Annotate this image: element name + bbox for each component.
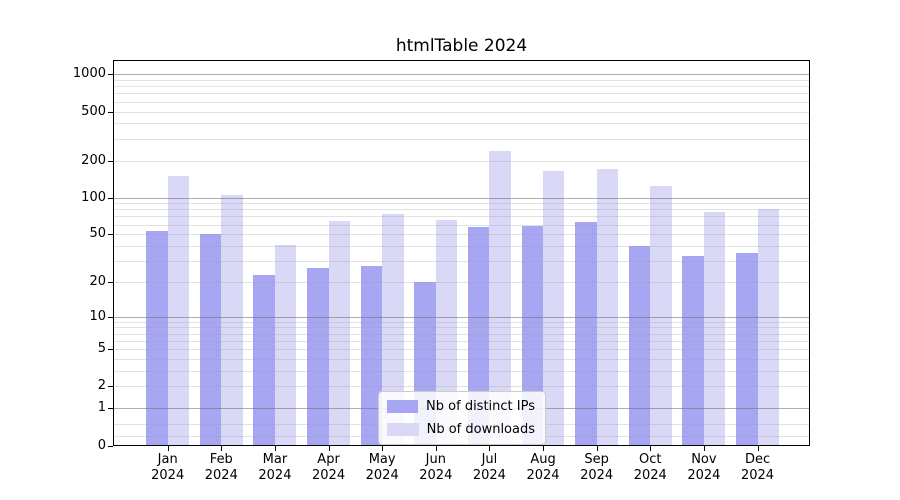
y-tick-label: 10 [89, 308, 106, 324]
y-tick-mark [108, 160, 113, 162]
y-tick-mark [108, 408, 113, 410]
y-tick-label: 500 [81, 103, 106, 119]
bar-downloads-sep [596, 169, 619, 446]
x-tick-label: Mar 2024 [258, 452, 292, 483]
bar-distinct-ips-apr [307, 268, 329, 446]
x-tick-mark [167, 445, 169, 451]
bar-distinct-ips-aug [521, 225, 544, 446]
y-tick-label: 200 [81, 152, 106, 168]
bar-distinct-ips-feb [199, 234, 222, 446]
bar-distinct-ips-mar [253, 274, 275, 446]
x-tick-label: Dec 2024 [740, 452, 775, 483]
downloads-swatch-icon [387, 423, 419, 436]
x-tick-mark [435, 445, 437, 451]
legend-label: Nb of distinct IPs [426, 399, 535, 414]
y-tick-label: 1000 [72, 66, 106, 82]
bar-distinct-ips-oct [628, 245, 651, 446]
x-tick-mark [489, 445, 491, 451]
bar-downloads-feb [221, 194, 243, 446]
x-tick-mark [221, 445, 223, 451]
y-tick-mark [108, 74, 113, 76]
x-tick-mark [757, 445, 759, 451]
bar-downloads-jun [435, 219, 458, 446]
bar-downloads-may [382, 213, 404, 446]
bar-downloads-oct [650, 185, 672, 446]
plot-area [113, 60, 810, 446]
bar-distinct-ips-jul [467, 227, 490, 446]
y-tick-label: 50 [89, 226, 106, 242]
bar-downloads-nov [703, 212, 726, 446]
x-tick-label: Jun 2024 [419, 452, 453, 483]
bar-downloads-jul [489, 150, 511, 446]
bar-downloads-apr [328, 221, 350, 446]
y-tick-mark [108, 349, 113, 351]
x-tick-mark [543, 445, 545, 451]
y-tick-mark [108, 445, 113, 447]
bar-downloads-dec [757, 208, 779, 446]
y-tick-label: 5 [97, 341, 106, 357]
x-tick-mark [382, 445, 384, 451]
y-tick-label: 1 [97, 400, 106, 416]
y-tick-mark [108, 197, 113, 199]
x-tick-mark [596, 445, 598, 451]
bar-distinct-ips-jan [146, 231, 168, 446]
x-tick-label: Aug 2024 [526, 452, 560, 483]
bar-distinct-ips-sep [575, 222, 597, 446]
y-tick-label: 0 [97, 437, 106, 453]
bar-distinct-ips-nov [682, 256, 704, 446]
x-tick-label: Nov 2024 [687, 452, 721, 483]
x-tick-label: Feb 2024 [204, 452, 238, 483]
x-tick-label: May 2024 [365, 452, 399, 483]
x-tick-label: Oct 2024 [633, 452, 667, 483]
bar-distinct-ips-dec [736, 252, 758, 446]
x-tick-mark [703, 445, 705, 451]
x-tick-mark [328, 445, 330, 451]
y-tick-mark [108, 111, 113, 113]
distinct-ips-swatch-icon [387, 400, 419, 413]
legend: Nb of distinct IPs Nb of downloads [378, 391, 546, 445]
y-tick-mark [108, 234, 113, 236]
x-tick-label: Jan 2024 [151, 452, 185, 483]
bar-downloads-jan [167, 175, 190, 446]
chart-title: htmlTable 2024 [395, 36, 528, 56]
legend-item-distinct-ips: Nb of distinct IPs [387, 397, 535, 416]
bars-layer [113, 60, 810, 446]
y-tick-label: 100 [81, 189, 106, 205]
x-tick-mark [650, 445, 652, 451]
y-tick-label: 20 [89, 273, 106, 289]
bar-downloads-aug [543, 171, 565, 446]
y-tick-mark [108, 316, 113, 318]
x-tick-mark [274, 445, 276, 451]
legend-item-downloads: Nb of downloads [387, 420, 535, 439]
bar-downloads-mar [274, 244, 297, 446]
x-tick-label: Sep 2024 [580, 452, 614, 483]
y-tick-label: 2 [97, 378, 106, 394]
x-tick-label: Apr 2024 [312, 452, 346, 483]
y-tick-mark [108, 386, 113, 388]
x-tick-label: Jul 2024 [472, 452, 506, 483]
y-tick-mark [108, 281, 113, 283]
bar-distinct-ips-may [360, 266, 383, 446]
legend-label: Nb of downloads [426, 422, 535, 437]
